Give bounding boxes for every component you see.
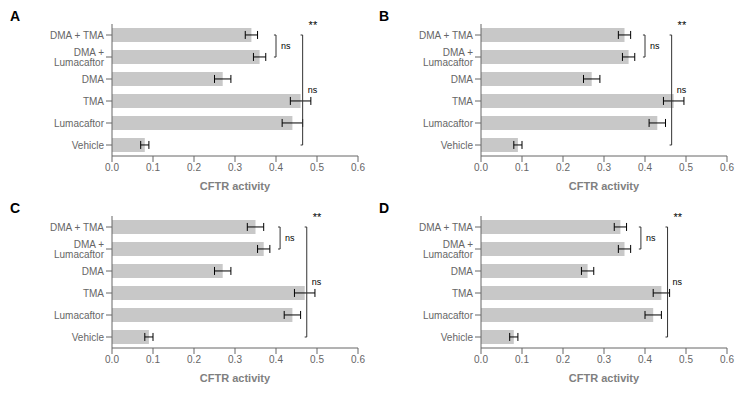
svg-text:0.2: 0.2: [187, 162, 201, 173]
svg-text:0.0: 0.0: [474, 162, 488, 173]
svg-text:ns: ns: [677, 85, 687, 95]
svg-text:**: **: [309, 19, 318, 31]
svg-text:0.6: 0.6: [720, 162, 734, 173]
svg-text:0.4: 0.4: [638, 162, 652, 173]
svg-text:CFTR activity: CFTR activity: [200, 372, 271, 384]
svg-text:DMA +Lumacaftor: DMA +Lumacaftor: [423, 239, 474, 260]
svg-text:0.3: 0.3: [228, 354, 242, 365]
svg-text:0.5: 0.5: [679, 162, 693, 173]
svg-text:DMA: DMA: [82, 74, 105, 85]
svg-text:0.0: 0.0: [474, 354, 488, 365]
svg-text:0.6: 0.6: [351, 354, 365, 365]
svg-text:Vehicle: Vehicle: [441, 332, 474, 343]
svg-text:0.1: 0.1: [515, 162, 529, 173]
svg-text:ns: ns: [281, 41, 291, 51]
svg-text:DMA + TMA: DMA + TMA: [50, 30, 104, 41]
svg-text:ns: ns: [646, 233, 656, 243]
svg-text:DMA + TMA: DMA + TMA: [419, 222, 473, 233]
svg-text:DMA: DMA: [451, 74, 474, 85]
svg-text:TMA: TMA: [83, 288, 104, 299]
svg-text:DMA +Lumacaftor: DMA +Lumacaftor: [54, 239, 105, 260]
svg-text:0.3: 0.3: [597, 354, 611, 365]
html-text:D: D: [379, 200, 390, 216]
svg-text:ns: ns: [312, 277, 322, 287]
svg-text:0.5: 0.5: [679, 354, 693, 365]
svg-text:**: **: [678, 19, 687, 31]
svg-text:0.0: 0.0: [105, 162, 119, 173]
svg-text:0.1: 0.1: [146, 354, 160, 365]
svg-text:0.5: 0.5: [310, 162, 324, 173]
svg-text:ns: ns: [673, 277, 683, 287]
svg-text:CFTR activity: CFTR activity: [569, 180, 640, 192]
svg-text:0.4: 0.4: [269, 354, 283, 365]
html-text:C: C: [10, 200, 21, 216]
svg-text:Lumacaftor: Lumacaftor: [423, 310, 474, 321]
html-text:B: B: [379, 8, 390, 24]
svg-text:ns: ns: [650, 41, 660, 51]
svg-text:Lumacaftor: Lumacaftor: [54, 310, 105, 321]
svg-text:0.6: 0.6: [351, 162, 365, 173]
svg-text:DMA: DMA: [82, 266, 105, 277]
svg-text:0.5: 0.5: [310, 354, 324, 365]
svg-text:DMA + TMA: DMA + TMA: [419, 30, 473, 41]
svg-text:Lumacaftor: Lumacaftor: [423, 118, 474, 129]
svg-text:CFTR activity: CFTR activity: [200, 180, 271, 192]
svg-text:DMA +Lumacaftor: DMA +Lumacaftor: [423, 47, 474, 68]
svg-text:0.4: 0.4: [638, 354, 652, 365]
svg-text:CFTR activity: CFTR activity: [569, 372, 640, 384]
svg-text:0.4: 0.4: [269, 162, 283, 173]
svg-text:TMA: TMA: [452, 96, 473, 107]
html-text:A: A: [10, 8, 21, 24]
svg-text:0.3: 0.3: [597, 162, 611, 173]
svg-text:Vehicle: Vehicle: [72, 140, 105, 151]
svg-text:0.1: 0.1: [515, 354, 529, 365]
svg-text:DMA + TMA: DMA + TMA: [50, 222, 104, 233]
svg-text:**: **: [313, 211, 322, 223]
svg-text:DMA +Lumacaftor: DMA +Lumacaftor: [54, 47, 105, 68]
svg-text:0.0: 0.0: [105, 354, 119, 365]
svg-text:Lumacaftor: Lumacaftor: [54, 118, 105, 129]
svg-text:0.2: 0.2: [187, 354, 201, 365]
svg-text:0.3: 0.3: [228, 162, 242, 173]
svg-text:TMA: TMA: [83, 96, 104, 107]
svg-text:Vehicle: Vehicle: [72, 332, 105, 343]
svg-text:0.1: 0.1: [146, 162, 160, 173]
svg-text:0.2: 0.2: [556, 162, 570, 173]
svg-text:DMA: DMA: [451, 266, 474, 277]
svg-text:0.2: 0.2: [556, 354, 570, 365]
svg-text:ns: ns: [285, 233, 295, 243]
svg-text:TMA: TMA: [452, 288, 473, 299]
svg-text:**: **: [674, 211, 683, 223]
svg-text:ns: ns: [308, 85, 318, 95]
svg-text:0.6: 0.6: [720, 354, 734, 365]
svg-text:Vehicle: Vehicle: [441, 140, 474, 151]
